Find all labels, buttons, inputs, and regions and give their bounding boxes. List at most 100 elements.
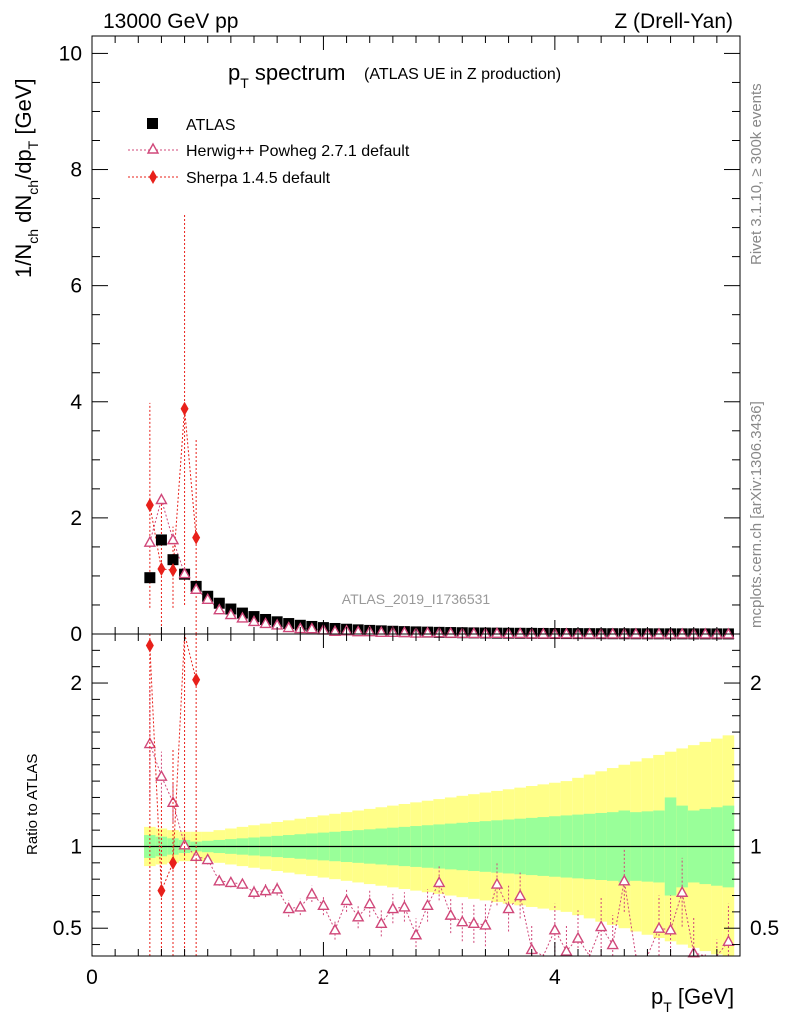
sherpa-point: [145, 498, 154, 513]
herwig-ratio-point: [513, 889, 527, 901]
sherpa-point: [192, 530, 201, 545]
herwig-ratio-point: [606, 938, 619, 950]
herwig-point: [155, 493, 168, 505]
y-tick-label: 2: [70, 507, 82, 530]
herwig-ratio-point: [270, 882, 284, 894]
side-text-top: Rivet 3.1.10, ≥ 300k events: [748, 83, 765, 265]
x-axis-label: pT [GeV]: [651, 984, 734, 1015]
herwig-ratio-point: [594, 920, 608, 932]
ratio-panel: [92, 633, 740, 958]
herwig-point: [722, 627, 735, 639]
herwig-point: [224, 608, 238, 620]
y-tick-label: 10: [59, 42, 82, 65]
herwig-point: [259, 616, 272, 629]
herwig-ratio-point: [340, 893, 353, 906]
title-rest: spectrum: [249, 60, 346, 85]
herwig-ratio-point: [432, 876, 446, 888]
legend-sherpa-label: Sherpa 1.4.5 default: [186, 170, 331, 187]
herwig-ratio-point: [675, 885, 689, 897]
herwig-ratio-point: [294, 900, 307, 912]
legend-atlas-label: ATLAS: [186, 117, 236, 134]
sherpa-point: [157, 561, 166, 576]
herwig-ratio-point: [201, 853, 214, 865]
herwig-ratio-point: [398, 900, 411, 912]
sherpa-ratio-line: [149, 633, 197, 891]
x-tick-label: 2: [318, 966, 330, 989]
herwig-ratio-point: [467, 916, 481, 929]
herwig-ratio-point: [155, 769, 168, 781]
herwig-ratio-point: [560, 944, 573, 956]
sherpa-ratio-point: [157, 883, 166, 898]
analysis-watermark: ATLAS_2019_I1736531: [342, 591, 491, 607]
y-tick-label: 6: [70, 275, 82, 298]
sherpa-ratio-point: [192, 672, 201, 687]
herwig-point: [189, 582, 203, 594]
herwig-ratio-point: [305, 887, 319, 899]
title-p: p: [228, 60, 240, 85]
herwig-point: [560, 627, 573, 639]
herwig-ratio-point: [363, 897, 376, 909]
herwig-ratio-point: [317, 898, 330, 911]
y-axis-label-top: 1/Nch dNch/dpT [GeV]: [11, 78, 41, 278]
herwig-point: [166, 533, 180, 545]
herwig-point: [652, 627, 666, 639]
herwig-ratio-point: [386, 902, 400, 914]
herwig-ratio-point: [328, 923, 342, 935]
herwig-ratio-point: [618, 874, 631, 886]
legend-herwig-marker: [146, 142, 160, 154]
herwig-point: [178, 567, 191, 579]
herwig-ratio-point: [722, 934, 735, 946]
tick-labels: 0 2 4 0 2 4 6 8 10 0.5 0.5 1 1 2 2: [53, 42, 779, 989]
herwig-point: [675, 627, 689, 639]
herwig-ratio-point: [247, 885, 261, 897]
ratio-tick-label: 1: [70, 835, 82, 858]
herwig-point: [247, 615, 261, 627]
y-tick-label: 0: [70, 623, 82, 646]
herwig-ratio-point: [282, 902, 295, 914]
herwig-point: [421, 626, 434, 638]
herwig-point: [236, 611, 249, 623]
legend: ATLAS Herwig++ Powheg 2.7.1 default Sher…: [128, 117, 410, 187]
herwig-ratio-point: [375, 916, 388, 929]
herwig-point: [282, 621, 295, 633]
herwig-point: [328, 624, 342, 636]
y-label-part: 1/N: [11, 244, 36, 278]
sherpa-point: [180, 401, 189, 416]
legend-sherpa-marker: [149, 170, 157, 184]
herwig-ratio-point: [236, 877, 249, 889]
ratio-tick-label: 0.5: [53, 917, 82, 940]
side-text-bottom: mcplots.cern.ch [arXiv:1306.3436]: [748, 401, 765, 628]
ratio-tick-label-right: 2: [750, 672, 762, 695]
herwig-point: [467, 626, 481, 639]
sherpa-ratio-point: [145, 638, 154, 653]
herwig-ratio-point: [421, 898, 434, 911]
herwig-ratio-point: [490, 877, 504, 889]
herwig-point: [606, 627, 619, 639]
herwig-point: [351, 625, 365, 637]
atlas-point: [213, 597, 225, 609]
herwig-ratio-point: [259, 884, 272, 896]
ratio-tick-label: 2: [70, 672, 82, 695]
y-tick-label: 4: [70, 391, 82, 414]
herwig-point: [699, 627, 712, 639]
sherpa-ratio-point: [169, 855, 177, 870]
herwig-ratio-point: [213, 874, 226, 886]
y-tick-label: 8: [70, 159, 82, 182]
herwig-ratio-point: [548, 923, 562, 935]
herwig-point: [201, 592, 214, 604]
herwig-ratio-point: [664, 923, 677, 935]
sherpa-point: [169, 563, 177, 578]
herwig-ratio-point: [351, 910, 365, 922]
legend-atlas-marker: [147, 118, 158, 129]
herwig-ratio-point: [409, 928, 423, 940]
herwig-point: [444, 626, 457, 638]
herwig-point: [513, 627, 527, 639]
herwig-point: [305, 622, 319, 634]
ratio-tick-label-right: 1: [750, 835, 762, 858]
plot-title-note: (ATLAS UE in Z production): [364, 66, 561, 83]
herwig-ratio-point: [178, 838, 191, 850]
herwig-point: [213, 603, 226, 615]
y-axis-label-ratio: Ratio to ATLAS: [24, 754, 41, 855]
atlas-point: [155, 534, 167, 546]
